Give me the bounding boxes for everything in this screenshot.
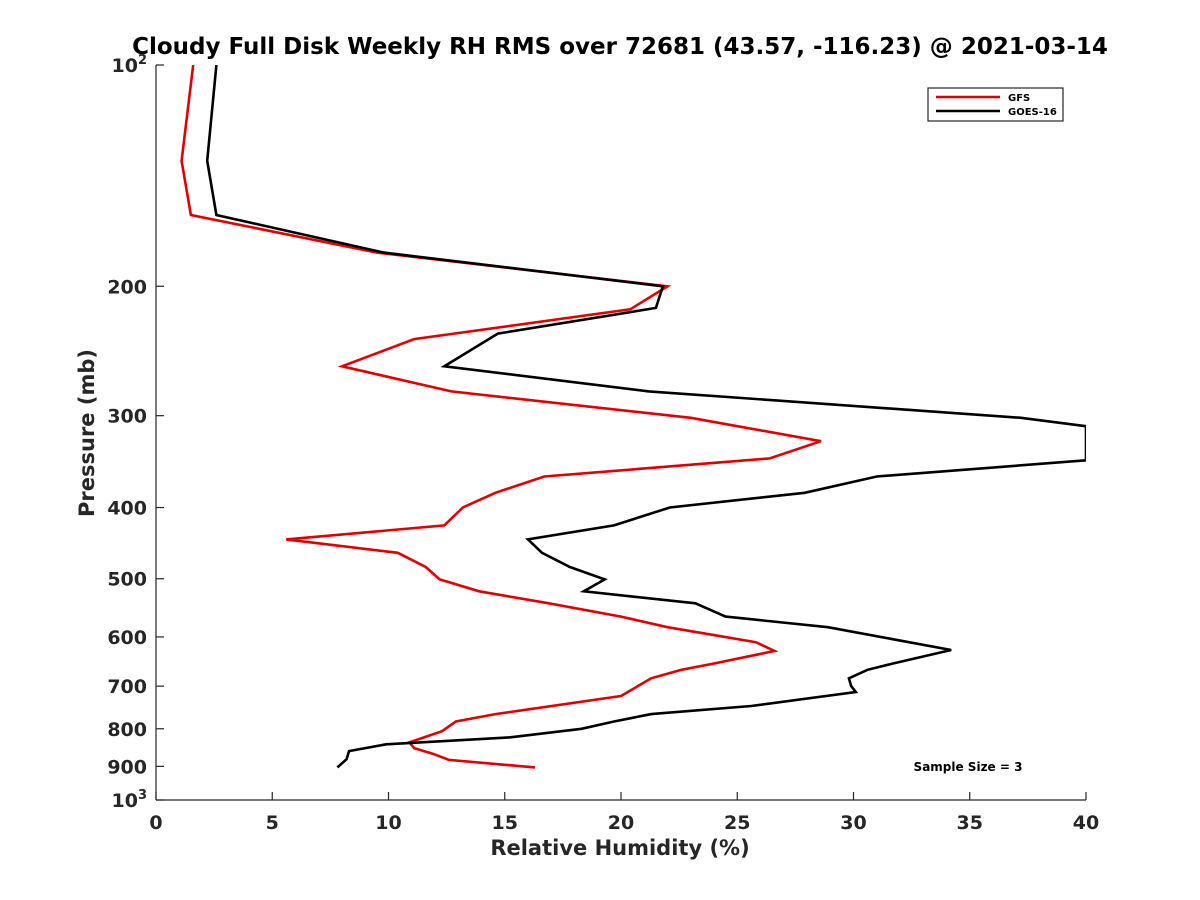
x-tick-label: 0 (149, 812, 162, 834)
axis-ticks: 0 5 10 15 20 25 30 35 40 102 200 300 400 500 600 700 800… (107, 53, 1099, 834)
y-tick-label: 900 (107, 756, 147, 778)
y-tick-label: 300 (107, 406, 147, 428)
legend-entry: GOES-16 (1008, 107, 1057, 118)
x-tick-label: 35 (957, 812, 983, 834)
x-tick-label: 30 (840, 812, 866, 834)
y-tick-label: 102 (112, 53, 148, 77)
x-axis-label: Relative Humidity (%) (490, 836, 749, 860)
y-tick-label: 400 (107, 498, 147, 520)
y-tick-label: 700 (107, 676, 147, 698)
legend-entry: GFS (1008, 93, 1030, 104)
y-axis-label: Pressure (mb) (75, 349, 99, 517)
y-tick-label: 500 (107, 569, 147, 591)
x-tick-label: 15 (492, 812, 518, 834)
series-line-goes-16 (205, 65, 1086, 769)
chart-title: Cloudy Full Disk Weekly RH RMS over 7268… (132, 34, 1108, 60)
sample-size-annotation: Sample Size = 3 (914, 760, 1023, 774)
x-tick-label: 40 (1073, 812, 1099, 834)
y-tick-label: 800 (107, 719, 147, 741)
y-tick-label: 600 (107, 627, 147, 649)
x-tick-label: 20 (608, 812, 634, 834)
legend: GFS GOES-16 (927, 87, 1064, 122)
x-tick-label: 10 (375, 812, 401, 834)
y-tick-label: 103 (112, 788, 148, 812)
y-tick-label: 200 (107, 276, 147, 298)
series-line-gfs (180, 65, 822, 769)
plot-area (155, 65, 1086, 801)
x-tick-label: 5 (266, 812, 279, 834)
x-tick-label: 25 (724, 812, 750, 834)
legend-box (927, 87, 1064, 122)
